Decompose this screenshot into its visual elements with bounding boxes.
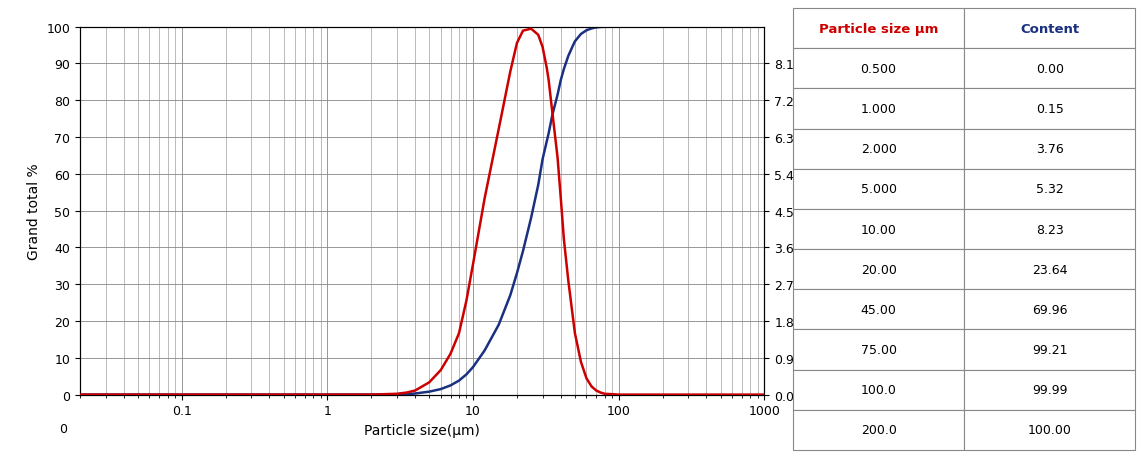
Text: 0: 0 xyxy=(58,422,67,435)
X-axis label: Particle size(μm): Particle size(μm) xyxy=(364,423,480,437)
Y-axis label: Range %: Range % xyxy=(801,180,815,242)
Y-axis label: Grand total %: Grand total % xyxy=(26,163,41,259)
